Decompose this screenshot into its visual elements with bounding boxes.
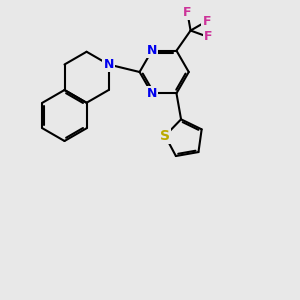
Text: N: N bbox=[147, 44, 157, 57]
Text: F: F bbox=[202, 15, 211, 28]
Text: N: N bbox=[103, 58, 114, 71]
Text: S: S bbox=[160, 129, 170, 143]
Text: F: F bbox=[204, 30, 212, 44]
Text: N: N bbox=[147, 87, 157, 100]
Text: F: F bbox=[183, 6, 192, 19]
